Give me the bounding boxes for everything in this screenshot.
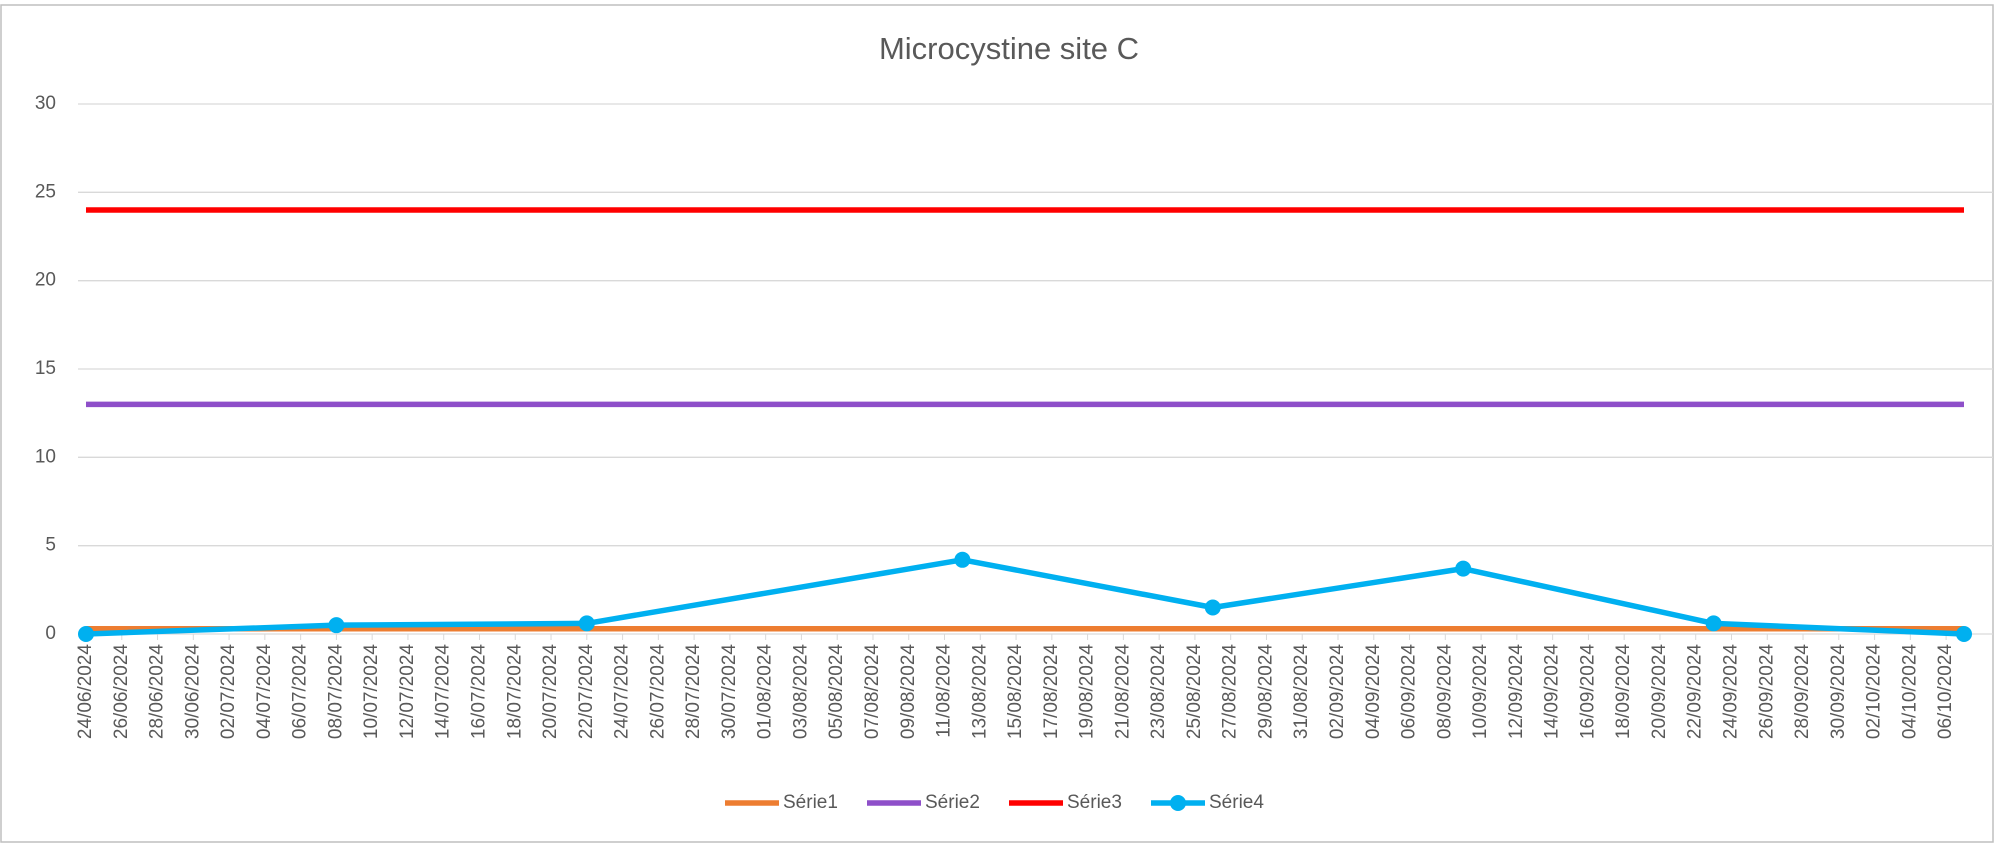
data-point: [578, 615, 595, 632]
x-tick-label: 02/10/2024: [1864, 644, 1885, 740]
x-tick-label: 27/08/2024: [1220, 644, 1241, 740]
y-tick-label: 25: [35, 181, 56, 202]
y-tick-label: 5: [45, 535, 56, 556]
x-tick-label: 28/07/2024: [683, 644, 704, 740]
x-tick-label: 26/09/2024: [1756, 644, 1777, 740]
x-tick-label: 24/06/2024: [75, 644, 96, 740]
x-tick-label: 04/10/2024: [1899, 644, 1920, 740]
data-point: [1956, 626, 1972, 642]
x-tick-label: 16/07/2024: [469, 644, 490, 740]
y-tick-label: 15: [35, 358, 56, 379]
x-tick-label: 28/09/2024: [1792, 644, 1813, 740]
chart-title: Microcystine site C: [879, 31, 1139, 66]
x-tick-label: 14/07/2024: [433, 644, 454, 740]
x-tick-label: 08/07/2024: [325, 644, 346, 740]
x-tick-label: 12/07/2024: [397, 644, 418, 740]
x-tick-label: 21/08/2024: [1112, 644, 1133, 740]
x-tick-label: 06/07/2024: [290, 644, 311, 740]
legend-label: Série2: [925, 792, 980, 813]
x-tick-label: 19/08/2024: [1077, 644, 1098, 740]
x-tick-label: 29/08/2024: [1255, 644, 1276, 740]
data-point: [1204, 599, 1221, 616]
legend-label: Série4: [1209, 792, 1264, 813]
y-tick-label: 20: [35, 270, 56, 291]
x-tick-label: 23/08/2024: [1148, 644, 1169, 740]
x-tick-label: 02/09/2024: [1327, 644, 1348, 740]
y-tick-label: 10: [35, 446, 56, 467]
x-tick-label: 06/10/2024: [1935, 644, 1956, 740]
data-point: [78, 626, 94, 642]
x-tick-label: 05/08/2024: [826, 644, 847, 740]
x-tick-label: 04/07/2024: [254, 644, 275, 740]
x-tick-label: 20/07/2024: [540, 644, 561, 740]
x-tick-label: 14/09/2024: [1542, 644, 1563, 740]
x-tick-label: 18/07/2024: [504, 644, 525, 740]
x-tick-label: 17/08/2024: [1041, 644, 1062, 740]
x-tick-label: 08/09/2024: [1434, 644, 1455, 740]
data-point: [1705, 615, 1722, 632]
x-tick-label: 20/09/2024: [1649, 644, 1670, 740]
x-tick-label: 10/09/2024: [1470, 644, 1491, 740]
data-point: [328, 617, 345, 634]
x-tick-label: 22/09/2024: [1685, 644, 1706, 740]
x-tick-label: 12/09/2024: [1506, 644, 1527, 740]
legend-marker: [1170, 795, 1186, 811]
x-tick-label: 24/09/2024: [1721, 644, 1742, 740]
x-tick-label: 25/08/2024: [1184, 644, 1205, 740]
x-tick-label: 16/09/2024: [1577, 644, 1598, 740]
x-tick-label: 24/07/2024: [612, 644, 633, 740]
chart-border: [0, 4, 1994, 843]
legend-label: Série1: [783, 792, 838, 813]
x-tick-label: 02/07/2024: [218, 644, 239, 740]
x-tick-label: 30/07/2024: [719, 644, 740, 740]
series-line: [85, 557, 1965, 637]
data-point: [954, 551, 971, 568]
x-tick-label: 30/09/2024: [1828, 644, 1849, 740]
x-tick-label: 30/06/2024: [182, 644, 203, 740]
x-tick-label: 22/07/2024: [576, 644, 597, 740]
x-tick-label: 07/08/2024: [862, 644, 883, 740]
x-tick-label: 31/08/2024: [1291, 644, 1312, 740]
x-tick-label: 04/09/2024: [1363, 644, 1384, 740]
y-tick-label: 30: [35, 93, 56, 114]
x-tick-label: 06/09/2024: [1399, 644, 1420, 740]
x-tick-label: 13/08/2024: [969, 644, 990, 740]
x-tick-label: 28/06/2024: [147, 644, 168, 740]
x-tick-label: 15/08/2024: [1005, 644, 1026, 740]
x-tick-label: 10/07/2024: [361, 644, 382, 740]
x-tick-label: 01/08/2024: [755, 644, 776, 740]
x-tick-label: 18/09/2024: [1613, 644, 1634, 740]
x-tick-label: 09/08/2024: [898, 644, 919, 740]
x-tick-label: 26/06/2024: [111, 644, 132, 740]
legend-label: Série3: [1067, 792, 1122, 813]
data-point: [1455, 560, 1472, 577]
x-tick-label: 26/07/2024: [647, 644, 668, 740]
x-tick-label: 03/08/2024: [790, 644, 811, 740]
x-tick-label: 11/08/2024: [934, 644, 955, 738]
y-tick-label: 0: [45, 623, 56, 644]
